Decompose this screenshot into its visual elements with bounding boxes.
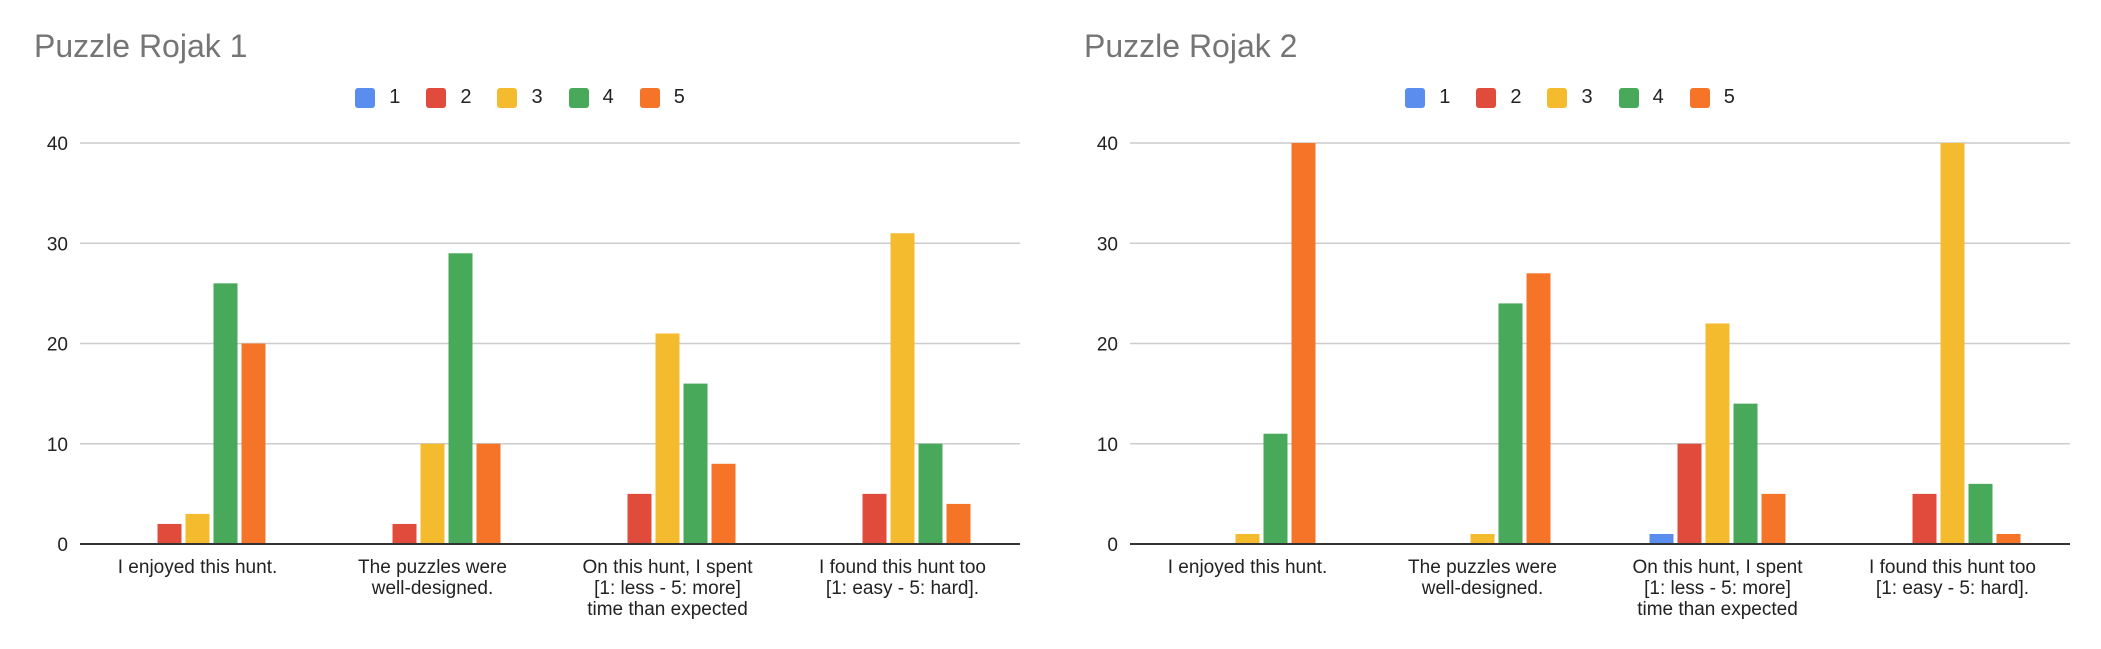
legend-item: 3 (1547, 86, 1593, 109)
x-tick-label: I enjoyed this hunt. (118, 557, 278, 578)
bar (862, 493, 887, 544)
x-tick-label: I found this hunt too (1869, 557, 2036, 578)
legend-swatch (426, 87, 447, 108)
x-tick-label: The puzzles were (358, 557, 507, 578)
bar (711, 463, 736, 544)
bar (420, 443, 445, 544)
legend: 1 2 3 4 5 (0, 86, 1040, 109)
y-tick-label: 10 (47, 435, 68, 456)
bar (448, 253, 473, 544)
y-tick-label: 30 (47, 234, 68, 255)
bar (1996, 533, 2021, 544)
legend-item: 5 (639, 86, 685, 109)
legend-label: 4 (602, 86, 614, 108)
legend-swatch (497, 87, 518, 108)
y-tick-label: 0 (57, 535, 68, 556)
legend-swatch (1689, 87, 1710, 108)
x-tick-label: [1: less - 5: more] (1644, 578, 1791, 599)
y-tick-label: 40 (1097, 134, 1118, 155)
legend-swatch (1618, 87, 1639, 108)
legend-item: 5 (1689, 86, 1735, 109)
bar-chart-2: 0 10 20 30 40 I enjoyed this hunt. The puzzles… (1097, 134, 2070, 620)
legend-item: 1 (355, 86, 400, 109)
legend-label: 3 (531, 86, 543, 108)
legend-item: 4 (568, 86, 614, 109)
legend-swatch (1405, 87, 1426, 108)
x-tick-label: time than expected (587, 599, 748, 620)
chart-panel-2: Puzzle Rojak 2 1 2 3 4 5 0 10 20 30 40 I enjoyed … (1050, 0, 2090, 649)
legend-label: 4 (1652, 86, 1664, 108)
chart-title: Puzzle Rojak 2 (1084, 28, 1298, 64)
bar-chart-1: 0 10 20 30 40 I enjoyed this hunt. The puzzles… (47, 134, 1020, 620)
bar (1263, 433, 1288, 544)
y-tick-label: 10 (1097, 435, 1118, 456)
chart-title: Puzzle Rojak 1 (34, 28, 248, 64)
bar (683, 383, 708, 544)
x-tick-label: time than expected (1637, 599, 1798, 620)
bar (1733, 403, 1758, 544)
x-tick-label: well-designed. (1421, 578, 1543, 599)
legend-label: 2 (460, 86, 472, 108)
legend-swatch (1476, 87, 1497, 108)
y-tick-label: 40 (47, 134, 68, 155)
legend-label: 2 (1510, 86, 1522, 108)
legend-item: 3 (497, 86, 543, 109)
bar (1291, 143, 1316, 544)
chart-panel-1: Puzzle Rojak 1 1 2 3 4 5 0 10 20 30 40 I enjoyed … (0, 0, 1040, 649)
x-tick-label: The puzzles were (1408, 557, 1557, 578)
bar (392, 523, 417, 544)
bar (1761, 493, 1786, 544)
y-tick-label: 0 (1107, 535, 1118, 556)
x-tick-label: [1: less - 5: more] (594, 578, 741, 599)
y-tick-label: 20 (47, 335, 68, 356)
bar (476, 443, 501, 544)
bar (918, 443, 943, 544)
legend-swatch (355, 87, 376, 108)
bar (1649, 533, 1674, 544)
bar (1912, 493, 1937, 544)
legend-item: 2 (1476, 86, 1521, 109)
x-tick-label: [1: easy - 5: hard]. (1876, 578, 2029, 599)
bar (1677, 443, 1702, 544)
legend-label: 5 (1723, 86, 1735, 108)
bar (890, 233, 915, 544)
y-tick-label: 30 (1097, 234, 1118, 255)
x-tick-label: On this hunt, I spent (1632, 557, 1803, 578)
bar (1470, 533, 1495, 544)
x-tick-label: [1: easy - 5: hard]. (826, 578, 979, 599)
x-tick-label: well-designed. (371, 578, 493, 599)
bar (1498, 303, 1523, 544)
legend-label: 1 (389, 86, 401, 108)
bar (627, 493, 652, 544)
legend: 1 2 3 4 5 (1050, 86, 2090, 109)
bar (213, 283, 238, 544)
x-tick-label: I enjoyed this hunt. (1168, 557, 1328, 578)
legend-label: 1 (1439, 86, 1451, 108)
legend-item: 1 (1405, 86, 1450, 109)
legend-label: 5 (673, 86, 685, 108)
bar (1940, 143, 1965, 544)
bar (1235, 533, 1260, 544)
bar (157, 523, 182, 544)
x-tick-label: I found this hunt too (819, 557, 986, 578)
legend-item: 2 (426, 86, 471, 109)
bar (185, 513, 210, 544)
y-tick-label: 20 (1097, 335, 1118, 356)
bar (1705, 323, 1730, 544)
legend-swatch (639, 87, 660, 108)
bar (1968, 483, 1993, 544)
bar (655, 333, 680, 544)
legend-label: 3 (1581, 86, 1593, 108)
legend-swatch (1547, 87, 1568, 108)
legend-item: 4 (1618, 86, 1664, 109)
bar (241, 343, 266, 544)
legend-swatch (568, 87, 589, 108)
bar (1526, 273, 1551, 544)
x-tick-label: On this hunt, I spent (582, 557, 753, 578)
bar (946, 503, 971, 544)
